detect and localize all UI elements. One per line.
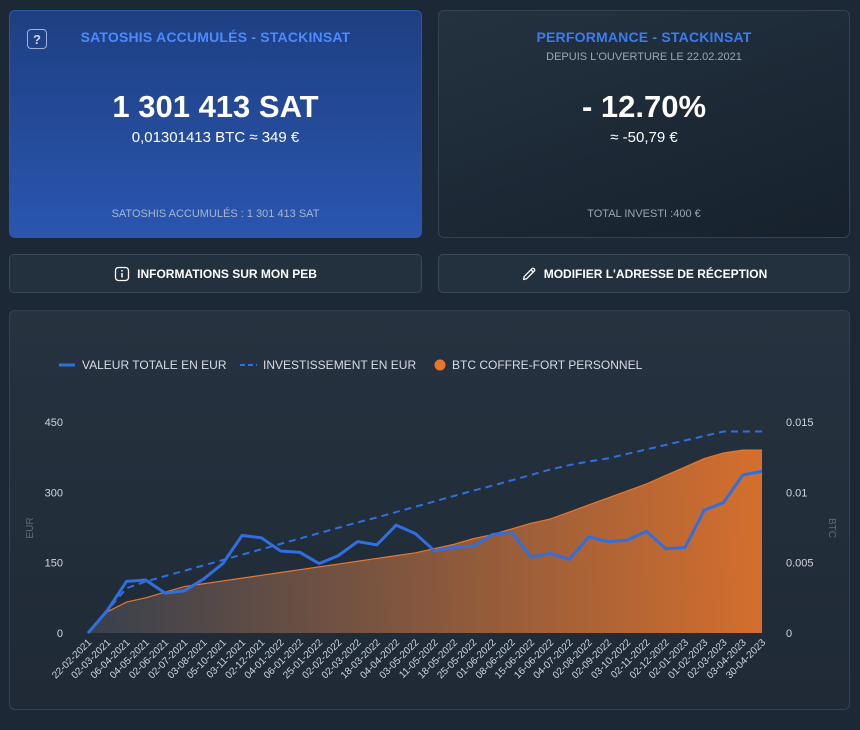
performance-subtitle: DEPUIS L'OUVERTURE LE 22.02.2021 xyxy=(546,51,742,63)
y-tick-left: 0 xyxy=(57,628,63,640)
y-tick-right: 0.005 xyxy=(786,558,814,570)
legend-solid-line-swatch xyxy=(59,363,75,367)
pencil-icon xyxy=(522,267,536,280)
sats-amount: 1 301 413 SAT xyxy=(112,89,319,124)
total-value-line xyxy=(86,469,763,634)
edit-address-label: MODIFIER L'ADRESSE DE RÉCEPTION xyxy=(543,266,768,281)
legend-orange-dot-swatch xyxy=(434,359,446,371)
btc-area xyxy=(88,450,762,633)
performance-percent: - 12.70% xyxy=(581,89,707,124)
sats-accumulated-card: ? SATOSHIS ACCUMULÉS - STACKINSAT 1 301 … xyxy=(9,10,422,238)
legend-btc-vault-label: BTC COFFRE-FORT PERSONNEL xyxy=(452,358,643,372)
question-icon[interactable]: ? xyxy=(27,29,47,49)
legend-total-value-label: VALEUR TOTALE EN EUR xyxy=(82,358,227,372)
y-axis-title-right: BTC xyxy=(826,518,837,538)
performance-card: PERFORMANCE - STACKINSAT DEPUIS L'OUVERT… xyxy=(438,10,850,238)
info-peb-button[interactable]: INFORMATIONS SUR MON PEB xyxy=(9,254,422,293)
y-tick-left: 150 xyxy=(45,558,63,570)
investment-line xyxy=(87,430,762,634)
info-icon xyxy=(114,266,130,281)
info-peb-label: INFORMATIONS SUR MON PEB xyxy=(137,266,317,281)
legend-btc-vault[interactable]: BTC COFFRE-FORT PERSONNEL xyxy=(434,358,642,372)
legend-investment-label: INVESTISSEMENT EN EUR xyxy=(263,358,417,372)
btc-line xyxy=(87,449,762,634)
performance-card-title: PERFORMANCE - STACKINSAT xyxy=(536,29,752,45)
legend-investment[interactable]: INVESTISSEMENT EN EUR xyxy=(240,358,416,372)
y-tick-left: 300 xyxy=(45,487,63,499)
legend-total-value[interactable]: VALEUR TOTALE EN EUR xyxy=(59,358,227,372)
y-tick-right: 0.015 xyxy=(786,417,814,429)
performance-delta: ≈ -50,79 € xyxy=(610,129,678,146)
btc-conversion: 0,01301413 BTC ≈ 349 € xyxy=(131,129,300,146)
y-tick-right: 0.01 xyxy=(786,487,807,499)
sats-card-title: SATOSHIS ACCUMULÉS - STACKINSAT xyxy=(80,29,351,45)
y-axis-title-left: EUR xyxy=(25,517,36,538)
total-invested: TOTAL INVESTI :400 € xyxy=(587,208,701,220)
legend-dashed-line-swatch xyxy=(240,364,257,366)
y-tick-left: 450 xyxy=(45,417,63,429)
edit-address-button[interactable]: MODIFIER L'ADRESSE DE RÉCEPTION xyxy=(438,254,850,293)
y-tick-right: 0 xyxy=(786,628,792,640)
sats-card-footer: SATOSHIS ACCUMULÉS : 1 301 413 SAT xyxy=(111,208,320,220)
